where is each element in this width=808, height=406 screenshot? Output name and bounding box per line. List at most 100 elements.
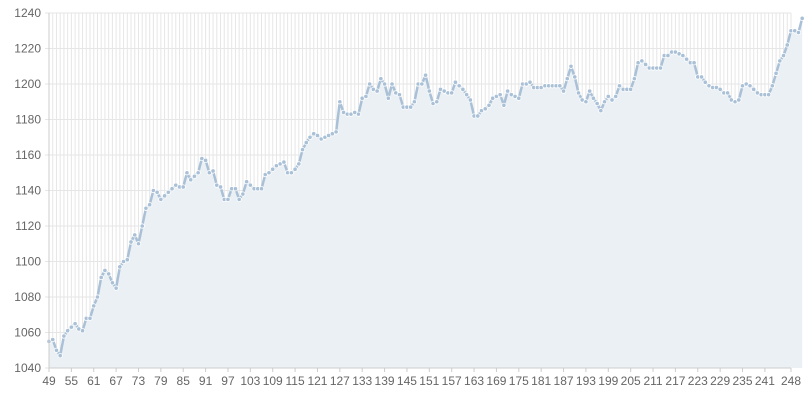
data-point <box>165 189 171 195</box>
data-point <box>381 81 388 87</box>
data-point <box>374 88 380 94</box>
data-point <box>747 83 753 89</box>
data-point <box>642 61 649 68</box>
data-point <box>158 196 164 202</box>
data-point <box>244 179 250 185</box>
data-point <box>79 328 86 334</box>
data-point <box>389 81 395 87</box>
data-point <box>68 324 74 330</box>
data-point <box>616 83 623 89</box>
y-tick-label: 1180 <box>15 113 41 127</box>
data-point <box>292 166 298 172</box>
data-point <box>575 90 582 96</box>
x-tick-label: 145 <box>397 374 417 388</box>
x-tick-label: 229 <box>710 374 730 388</box>
data-point <box>594 100 600 107</box>
x-tick-label: 55 <box>65 374 79 388</box>
data-point <box>143 205 149 211</box>
x-tick-label: 193 <box>576 374 596 388</box>
data-point <box>191 173 198 179</box>
data-point <box>422 72 429 78</box>
data-point <box>784 42 790 48</box>
data-point <box>281 159 287 165</box>
data-point <box>266 170 272 176</box>
data-point <box>109 280 115 286</box>
data-point <box>154 189 160 195</box>
data-point <box>601 99 608 105</box>
data-point <box>587 88 593 94</box>
data-point <box>161 193 168 199</box>
data-point <box>702 79 708 85</box>
x-tick-label: 181 <box>531 374 551 388</box>
data-point <box>128 239 134 245</box>
data-point <box>628 86 634 92</box>
data-point <box>497 92 503 98</box>
data-point <box>557 83 563 89</box>
y-tick-label: 1080 <box>14 290 41 304</box>
data-point <box>691 60 697 66</box>
y-tick-label: 1240 <box>14 6 41 20</box>
data-point <box>475 113 481 119</box>
data-point <box>408 104 414 110</box>
data-point <box>296 161 302 167</box>
data-point <box>419 81 425 87</box>
data-point <box>94 294 101 300</box>
x-tick-label: 49 <box>42 374 56 388</box>
data-point <box>378 76 384 82</box>
data-point <box>665 52 671 59</box>
data-point <box>203 157 209 163</box>
data-point <box>57 352 63 359</box>
data-point <box>396 92 403 98</box>
x-tick-label: 103 <box>240 374 260 388</box>
data-point <box>232 186 239 192</box>
data-point <box>725 90 731 96</box>
data-point <box>590 95 596 101</box>
y-axis-tick-labels: 1040 1060 1080 1100 1120 1140 1160 1180 1200 1220… <box>14 6 41 375</box>
y-tick-label: 1060 <box>14 326 41 340</box>
data-point <box>680 52 686 59</box>
data-point <box>683 56 690 62</box>
x-tick-label: 235 <box>733 374 753 388</box>
data-point <box>460 86 466 92</box>
x-tick-label: 115 <box>286 374 305 388</box>
data-point <box>299 147 306 153</box>
data-point <box>106 271 112 277</box>
data-point <box>333 129 339 135</box>
data-point <box>72 321 78 327</box>
data-point <box>717 86 723 92</box>
x-tick-label: 169 <box>486 374 506 388</box>
data-point <box>527 79 533 85</box>
x-tick-label: 139 <box>375 374 395 388</box>
data-point <box>564 76 570 82</box>
data-point <box>583 99 589 105</box>
data-point <box>258 186 265 192</box>
data-point <box>572 74 578 80</box>
data-point <box>486 102 492 108</box>
y-tick-label: 1160 <box>15 148 41 162</box>
data-point <box>482 106 488 112</box>
x-tick-label: 133 <box>352 374 372 388</box>
data-point <box>247 182 253 188</box>
area-fill <box>49 18 803 368</box>
x-tick-label: 248 <box>781 374 801 388</box>
data-point <box>303 139 309 146</box>
data-point <box>236 196 242 202</box>
x-tick-label: 151 <box>419 374 439 388</box>
x-tick-label: 91 <box>199 374 213 388</box>
data-point <box>188 177 194 183</box>
y-tick-label: 1100 <box>15 255 41 269</box>
data-point <box>288 170 294 176</box>
data-point <box>411 99 418 105</box>
data-point <box>609 97 615 103</box>
data-point <box>605 93 611 100</box>
data-point <box>98 274 104 281</box>
x-tick-label: 217 <box>665 374 685 388</box>
data-point <box>337 99 343 105</box>
data-point <box>225 196 231 202</box>
data-point <box>773 70 779 76</box>
y-tick-label: 1040 <box>14 361 41 375</box>
data-point <box>240 191 246 197</box>
data-point <box>613 93 619 100</box>
